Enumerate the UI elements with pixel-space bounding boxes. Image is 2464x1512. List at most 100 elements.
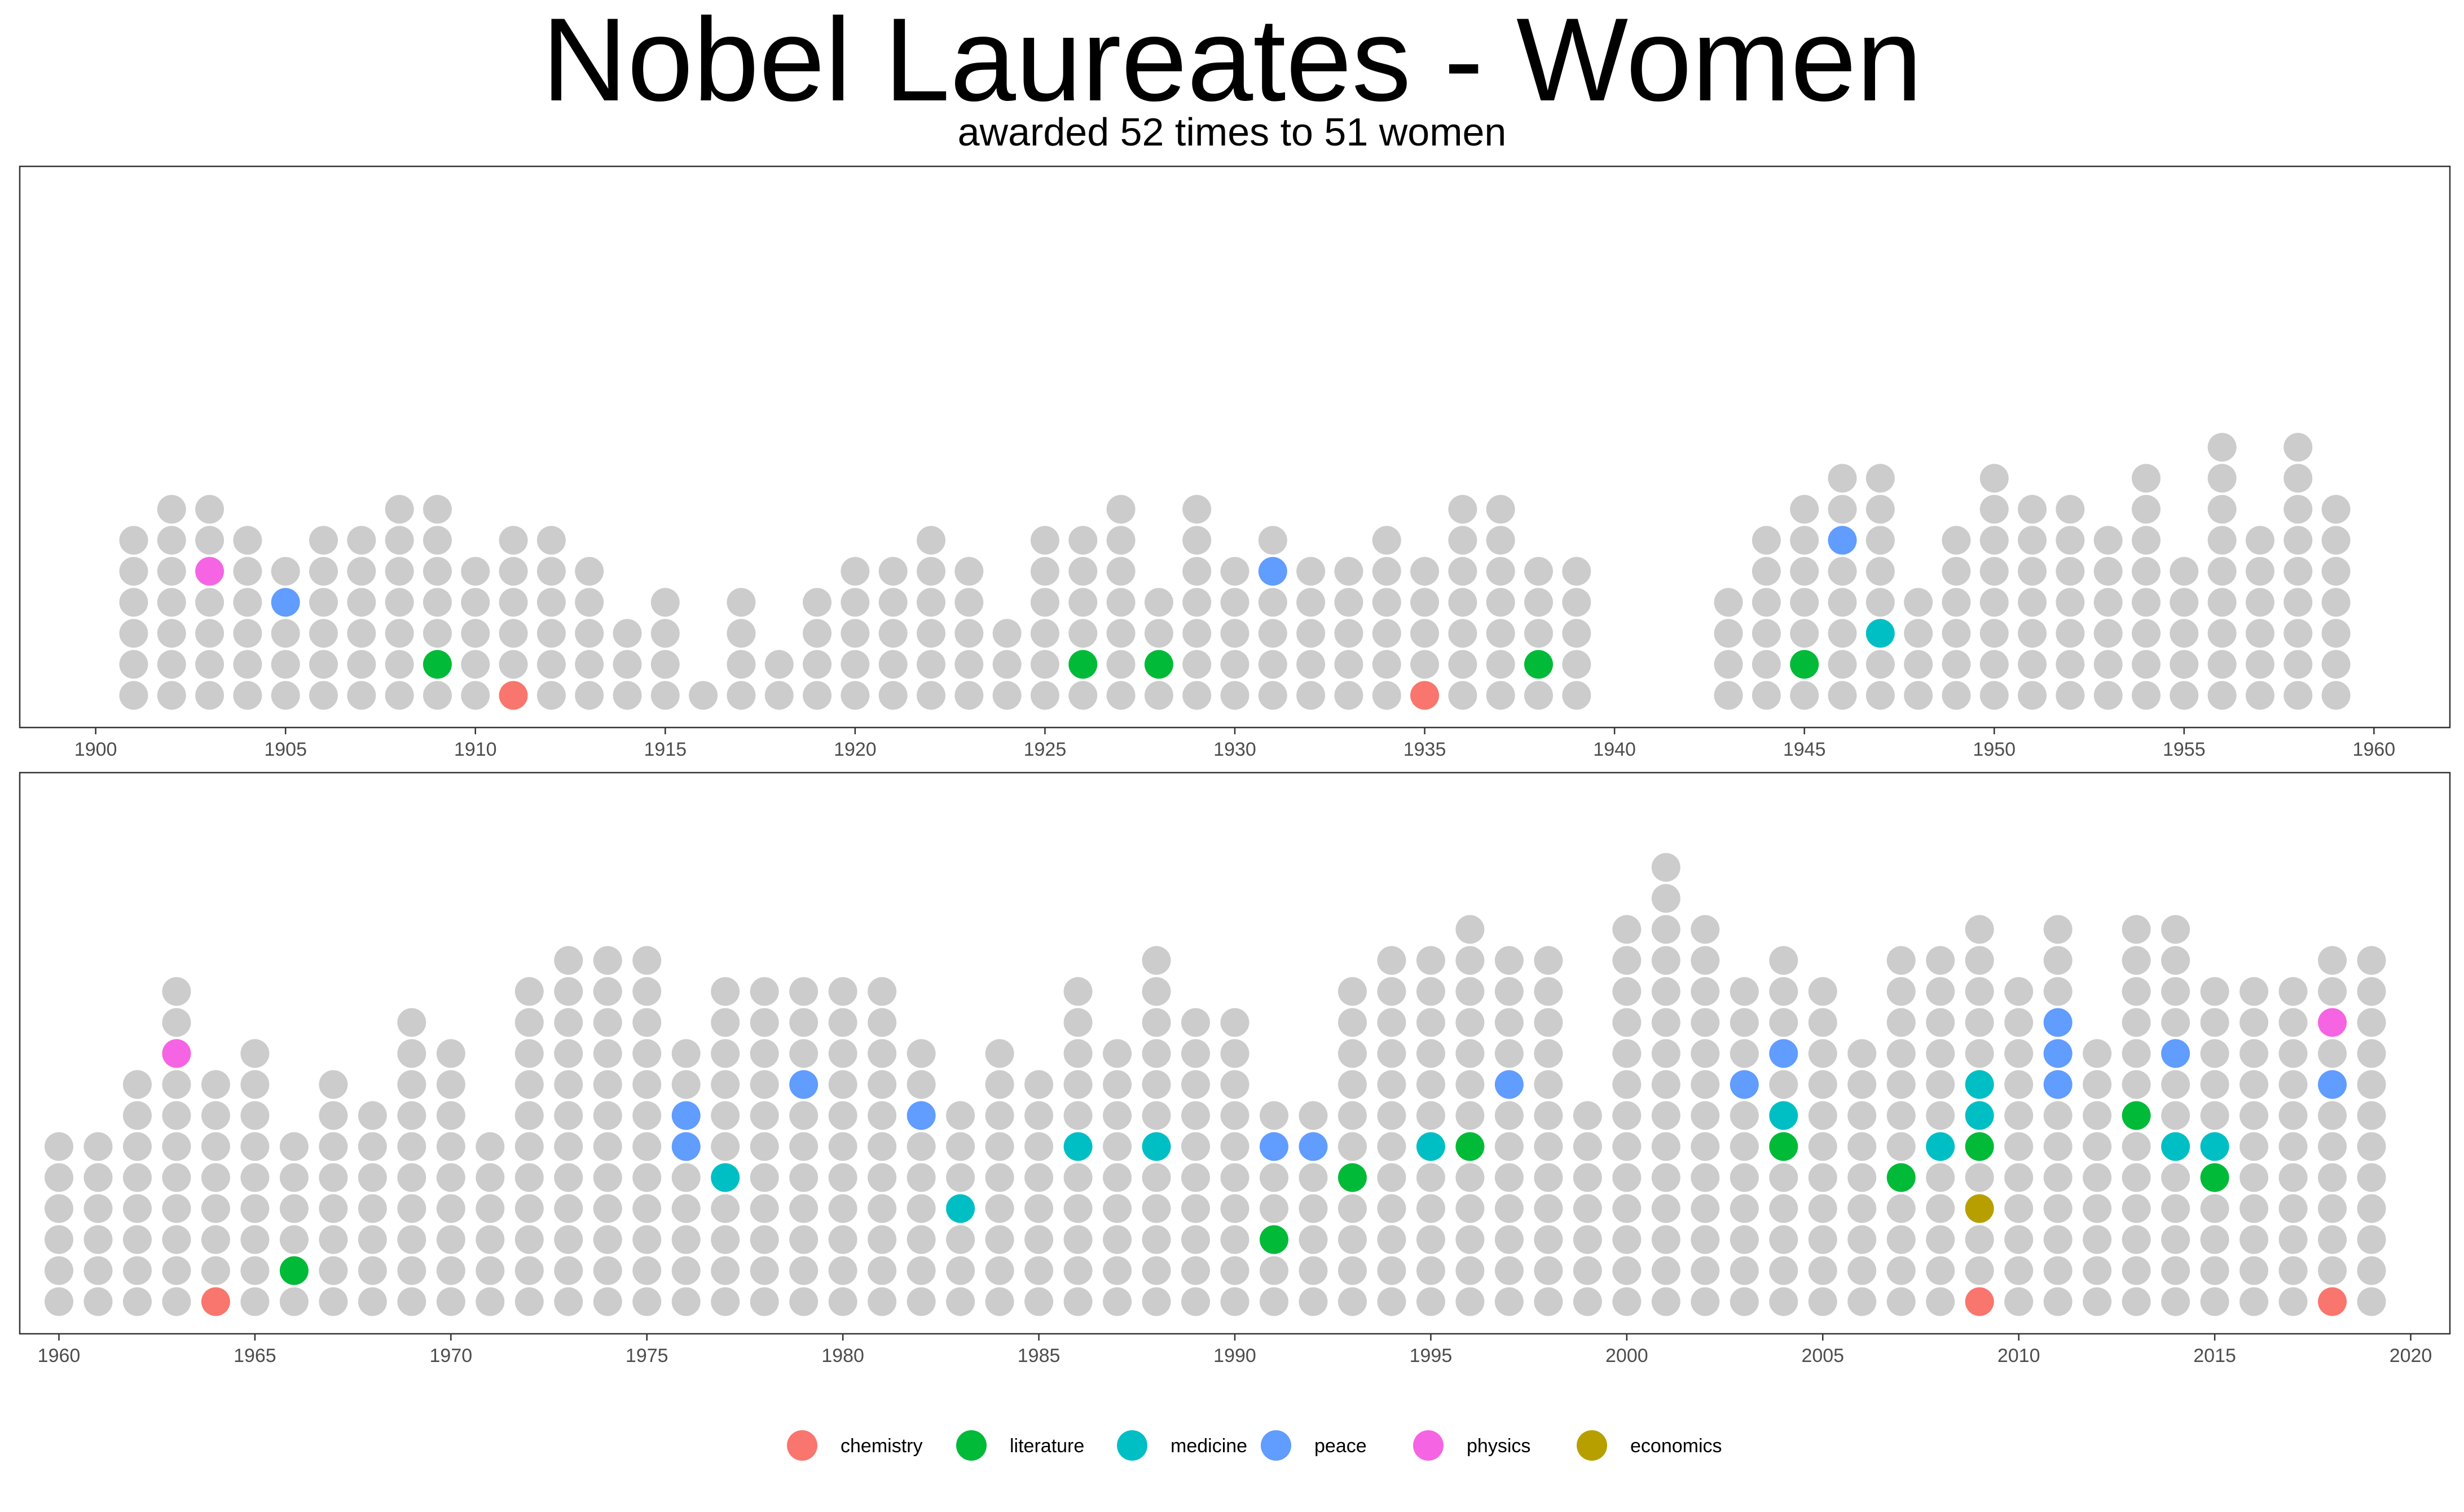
dot-prize [1181, 1256, 1211, 1285]
dot-medicine [711, 1163, 740, 1192]
dot-prize [1942, 588, 1971, 617]
dot-prize [711, 1070, 740, 1099]
dot-prize [385, 619, 414, 648]
dot-peace [1769, 1039, 1798, 1068]
dot-prize [1334, 681, 1363, 710]
dot-prize [1847, 1132, 1877, 1161]
dot-prize [2043, 915, 2073, 944]
dot-prize [2245, 557, 2274, 586]
dot-prize [2161, 1070, 2190, 1099]
dot-prize [2283, 495, 2313, 524]
dot-prize [1752, 650, 1781, 679]
dot-prize [841, 557, 870, 586]
dot-prize [1024, 1132, 1054, 1161]
dot-prize [2161, 1194, 2190, 1223]
dot-prize [397, 1225, 426, 1254]
x-tick-label: 1960 [2353, 739, 2396, 760]
dot-prize [2004, 1225, 2034, 1254]
dot-prize [514, 1194, 544, 1223]
dot-prize [1486, 650, 1515, 679]
dot-prize [2207, 588, 2237, 617]
dot-prize [397, 1256, 426, 1285]
dot-prize [122, 1163, 152, 1192]
dot-prize [2083, 1163, 2112, 1192]
x-tick-label: 1925 [1024, 739, 1067, 760]
dot-prize [309, 588, 338, 617]
dot-prize [279, 1287, 309, 1316]
dot-prize [1769, 1194, 1798, 1223]
dot-prize [44, 1225, 73, 1254]
dot-prize [1181, 1194, 1211, 1223]
dot-prize [1372, 619, 1401, 648]
dot-prize [1220, 557, 1249, 586]
dot-prize [2122, 1008, 2151, 1037]
dot-prize [2321, 650, 2351, 679]
dot-prize [157, 619, 186, 648]
dot-prize [476, 1132, 505, 1161]
dot-prize [2018, 495, 2047, 524]
dot-prize [2200, 1101, 2229, 1130]
dot-prize [1182, 650, 1212, 679]
dot-prize [2043, 977, 2073, 1006]
dot-prize [1979, 526, 2009, 555]
dot-prize [1337, 1225, 1367, 1254]
dot-prize [1337, 1008, 1367, 1037]
dot-prize [1730, 1039, 1759, 1068]
dot-prize [575, 619, 604, 648]
dot-prize [868, 1008, 897, 1037]
dot-prize [1416, 1008, 1445, 1037]
dot-prize [1752, 588, 1781, 617]
legend-swatch [1577, 1430, 1607, 1461]
dot-prize [1979, 650, 2009, 679]
dot-prize [499, 650, 528, 679]
dot-prize [2056, 619, 2085, 648]
dot-prize [2245, 650, 2274, 679]
dot-prize [1182, 557, 1212, 586]
dot-prize [868, 1070, 897, 1099]
dot-prize [1790, 588, 1819, 617]
dot-prize [1063, 1225, 1093, 1254]
dot-prize [1416, 1287, 1445, 1316]
x-tick-label: 1995 [1410, 1345, 1453, 1366]
dot-prize [1865, 464, 1895, 493]
dot-prize [1372, 588, 1401, 617]
x-tick-label: 2015 [2193, 1345, 2236, 1366]
dot-prize [1979, 619, 2009, 648]
dot-prize [1847, 1070, 1877, 1099]
dot-prize [1904, 619, 1933, 648]
dot-prize [750, 1039, 779, 1068]
dot-prize [1259, 1256, 1288, 1285]
dot-prize [1030, 681, 1059, 710]
dot-prize [1691, 1039, 1720, 1068]
dot-prize [423, 495, 452, 524]
dot-prize [1847, 1163, 1877, 1192]
dot-prize [2004, 1194, 2034, 1223]
dot-prize [1410, 650, 1440, 679]
dot-prize [1691, 1132, 1720, 1161]
dot-prize [711, 1287, 740, 1316]
dot-prize [2093, 526, 2123, 555]
dot-prize [1296, 588, 1326, 617]
dot-prize [514, 1256, 544, 1285]
dot-medicine [1965, 1101, 1994, 1130]
dot-prize [727, 619, 756, 648]
dot-prize [1103, 1194, 1132, 1223]
dot-prize [195, 495, 225, 524]
dot-literature [1524, 650, 1553, 679]
dot-chemistry [1410, 681, 1440, 710]
dot-prize [2132, 619, 2161, 648]
dot-prize [1886, 1287, 1916, 1316]
dot-prize [992, 681, 1022, 710]
dot-prize [122, 1287, 152, 1316]
dot-prize [907, 1039, 936, 1068]
dot-prize [954, 681, 984, 710]
dot-prize [2004, 977, 2034, 1006]
x-tick-label: 2000 [1605, 1345, 1648, 1366]
dot-peace [1259, 1132, 1288, 1161]
dot-prize [122, 1256, 152, 1285]
dot-prize [319, 1101, 348, 1130]
dot-literature [1790, 650, 1819, 679]
dot-prize [1494, 1163, 1524, 1192]
dot-prize [397, 1070, 426, 1099]
dot-prize [985, 1039, 1014, 1068]
